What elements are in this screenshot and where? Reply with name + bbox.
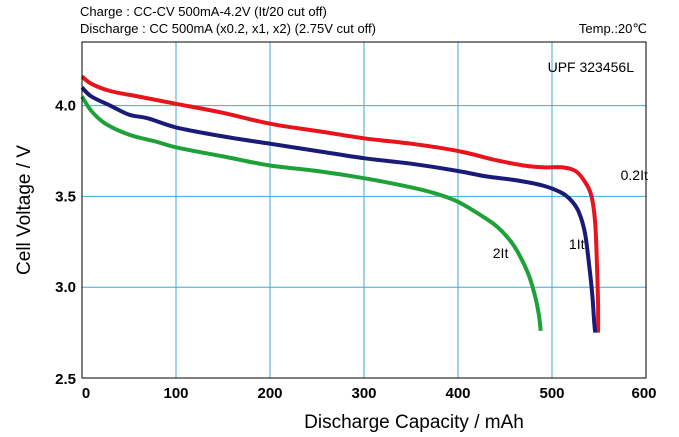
temperature-text: Temp.:20℃ (578, 21, 647, 36)
series-line-0.2It (80, 74, 601, 333)
series-annotations: 0.2It 1It 2It (493, 167, 648, 261)
grid-lines (82, 42, 646, 378)
x-tick-label: 100 (163, 385, 188, 402)
tick-labels: 0 100 200 300 400 500 600 2.5 3.0 3.5 4.0 (55, 98, 656, 402)
model-label: UPF 323456L (548, 59, 635, 75)
x-tick-label: 600 (631, 385, 656, 402)
x-axis-label: Discharge Capacity / mAh (304, 412, 524, 433)
y-tick-label: 2.5 (55, 371, 76, 388)
series-line-1It (80, 85, 598, 333)
x-tick-label: 0 (82, 385, 90, 402)
series-line-2It (80, 95, 543, 332)
y-tick-label: 4.0 (55, 98, 76, 115)
series-lines (80, 74, 601, 333)
x-tick-label: 200 (257, 385, 282, 402)
charge-condition-text: Charge : CC-CV 500mA-4.2V (It/20 cut off… (80, 4, 327, 19)
y-tick-label: 3.5 (55, 188, 76, 205)
x-tick-label: 500 (539, 385, 564, 402)
series-annotation: 0.2It (621, 167, 648, 183)
series-annotation: 1It (569, 236, 585, 252)
plot-frame (81, 41, 647, 379)
discharge-condition-text: Discharge : CC 500mA (x0.2, x1, x2) (2.7… (80, 21, 376, 36)
series-annotation: 2It (493, 245, 509, 261)
y-tick-label: 3.0 (55, 279, 76, 296)
x-tick-label: 300 (351, 385, 376, 402)
x-tick-label: 400 (445, 385, 470, 402)
y-axis-label: Cell Voltage / V (14, 145, 35, 275)
